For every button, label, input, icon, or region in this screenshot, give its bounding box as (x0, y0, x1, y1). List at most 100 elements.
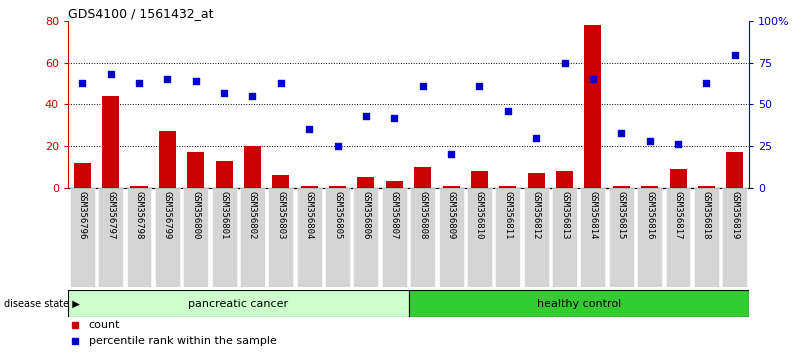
Bar (70, 188, 95, 287)
Bar (556, 171, 573, 188)
Point (558, 60, 571, 66)
Bar (159, 131, 176, 188)
Bar (325, 188, 350, 287)
Text: GSM356817: GSM356817 (674, 190, 682, 239)
Bar (131, 185, 147, 188)
Point (700, 80, 713, 86)
Text: GSM356798: GSM356798 (135, 190, 143, 239)
Text: GSM356796: GSM356796 (78, 190, 87, 239)
Bar (244, 146, 261, 188)
Point (728, 52, 741, 57)
Bar (103, 96, 119, 188)
Point (218, 90, 231, 96)
Text: GSM356797: GSM356797 (107, 190, 115, 239)
Bar (99, 188, 123, 287)
Bar (698, 185, 714, 188)
Text: GSM356810: GSM356810 (475, 190, 484, 239)
Text: GSM356813: GSM356813 (560, 190, 569, 239)
Text: count: count (89, 320, 120, 330)
Bar (386, 181, 403, 188)
Bar (499, 185, 517, 188)
Bar (353, 188, 378, 287)
Point (501, 108, 514, 114)
Point (133, 80, 146, 86)
Bar (68, 290, 409, 317)
Bar (524, 188, 549, 287)
Bar (215, 161, 232, 188)
Text: healthy control: healthy control (537, 298, 621, 309)
Text: GSM356818: GSM356818 (702, 190, 710, 239)
Bar (187, 152, 204, 188)
Point (586, 77, 599, 82)
Text: GSM356806: GSM356806 (361, 190, 370, 239)
Bar (723, 188, 747, 287)
Text: GSM356802: GSM356802 (248, 190, 257, 239)
Bar (74, 163, 91, 188)
Text: disease state ▶: disease state ▶ (4, 298, 80, 309)
Point (388, 115, 400, 121)
Text: GSM356801: GSM356801 (219, 190, 228, 239)
Text: GSM356800: GSM356800 (191, 190, 200, 239)
Text: GSM356799: GSM356799 (163, 190, 172, 239)
Bar (272, 175, 289, 188)
Point (303, 127, 316, 132)
Bar (268, 188, 293, 287)
Bar (471, 171, 488, 188)
Bar (300, 185, 318, 188)
Bar (127, 188, 151, 287)
Bar (155, 188, 180, 287)
Bar (528, 173, 545, 188)
Bar (414, 167, 431, 188)
Text: GSM356814: GSM356814 (589, 190, 598, 239)
Text: GSM356819: GSM356819 (731, 190, 739, 239)
Text: GSM356816: GSM356816 (645, 190, 654, 239)
Text: GSM356805: GSM356805 (333, 190, 342, 239)
Text: GSM356808: GSM356808 (418, 190, 427, 239)
Point (275, 80, 288, 86)
Bar (357, 177, 374, 188)
Text: GSM356812: GSM356812 (532, 190, 541, 239)
Point (643, 138, 656, 144)
Bar (552, 188, 577, 287)
Bar (183, 188, 208, 287)
Point (161, 77, 174, 82)
Bar (211, 188, 236, 287)
Bar (613, 185, 630, 188)
Point (615, 130, 628, 136)
Text: GSM356804: GSM356804 (304, 190, 314, 239)
Bar (409, 290, 749, 317)
Text: GSM356809: GSM356809 (447, 190, 456, 239)
Text: GSM356815: GSM356815 (617, 190, 626, 239)
Point (246, 93, 259, 99)
Bar (641, 185, 658, 188)
Bar (581, 188, 606, 287)
Text: percentile rank within the sample: percentile rank within the sample (89, 336, 276, 346)
Text: GSM356803: GSM356803 (276, 190, 285, 239)
Point (671, 142, 684, 147)
Point (76, 80, 89, 86)
Bar (670, 169, 686, 188)
Point (189, 78, 202, 84)
Bar (666, 188, 690, 287)
Text: GSM356807: GSM356807 (390, 190, 399, 239)
Bar (410, 188, 435, 287)
Bar (296, 188, 322, 287)
Bar (727, 152, 743, 188)
Bar (609, 188, 634, 287)
Bar (439, 188, 464, 287)
Bar (467, 188, 492, 287)
Bar (495, 188, 521, 287)
Bar (329, 185, 346, 188)
Bar (585, 25, 602, 188)
Bar (694, 188, 718, 287)
Bar (637, 188, 662, 287)
Bar (382, 188, 407, 287)
Point (417, 83, 429, 89)
Text: pancreatic cancer: pancreatic cancer (188, 298, 288, 309)
Bar (240, 188, 265, 287)
Point (331, 143, 344, 149)
Point (445, 152, 457, 157)
Point (360, 113, 372, 119)
Point (529, 135, 542, 141)
Point (473, 83, 486, 89)
